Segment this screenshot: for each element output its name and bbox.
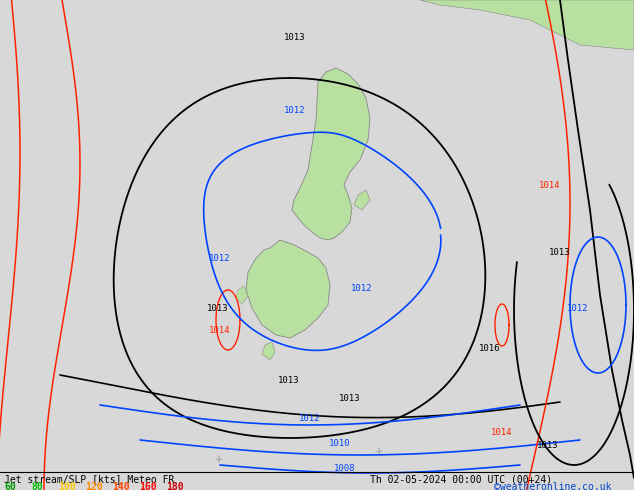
Text: 1013: 1013 [207, 303, 229, 313]
Text: 1012: 1012 [299, 414, 321, 422]
Text: ✈: ✈ [374, 447, 382, 457]
Text: 1014: 1014 [209, 325, 231, 335]
Text: ©weatheronline.co.uk: ©weatheronline.co.uk [494, 482, 612, 490]
Text: 80: 80 [31, 482, 42, 490]
Text: 1016: 1016 [479, 343, 501, 352]
Polygon shape [420, 0, 634, 50]
Text: 1008: 1008 [334, 464, 356, 472]
Polygon shape [292, 68, 370, 240]
Text: 1013: 1013 [339, 393, 361, 402]
Text: 1010: 1010 [329, 439, 351, 447]
Text: 1013: 1013 [284, 33, 306, 43]
Polygon shape [354, 190, 370, 210]
Text: 180: 180 [166, 482, 184, 490]
Text: 1013: 1013 [537, 441, 559, 449]
Text: Th 02-05-2024 00:00 UTC (00+24): Th 02-05-2024 00:00 UTC (00+24) [370, 474, 552, 484]
Polygon shape [262, 342, 275, 360]
Text: 1014: 1014 [540, 180, 560, 190]
Text: 60: 60 [4, 482, 16, 490]
Text: 1012: 1012 [209, 253, 231, 263]
Text: Jet stream/SLP [kts] Meteo FR: Jet stream/SLP [kts] Meteo FR [4, 474, 174, 484]
Text: 1014: 1014 [491, 427, 513, 437]
Text: ✈: ✈ [214, 455, 222, 465]
Text: 1013: 1013 [549, 247, 571, 256]
Text: 140: 140 [112, 482, 129, 490]
Polygon shape [246, 240, 330, 338]
Text: 100: 100 [58, 482, 75, 490]
Text: 120: 120 [85, 482, 103, 490]
Text: 1012: 1012 [567, 303, 589, 313]
Text: 1012: 1012 [284, 105, 306, 115]
Text: 1013: 1013 [278, 375, 300, 385]
Text: 1012: 1012 [351, 284, 373, 293]
Polygon shape [236, 286, 248, 304]
Text: 160: 160 [139, 482, 157, 490]
